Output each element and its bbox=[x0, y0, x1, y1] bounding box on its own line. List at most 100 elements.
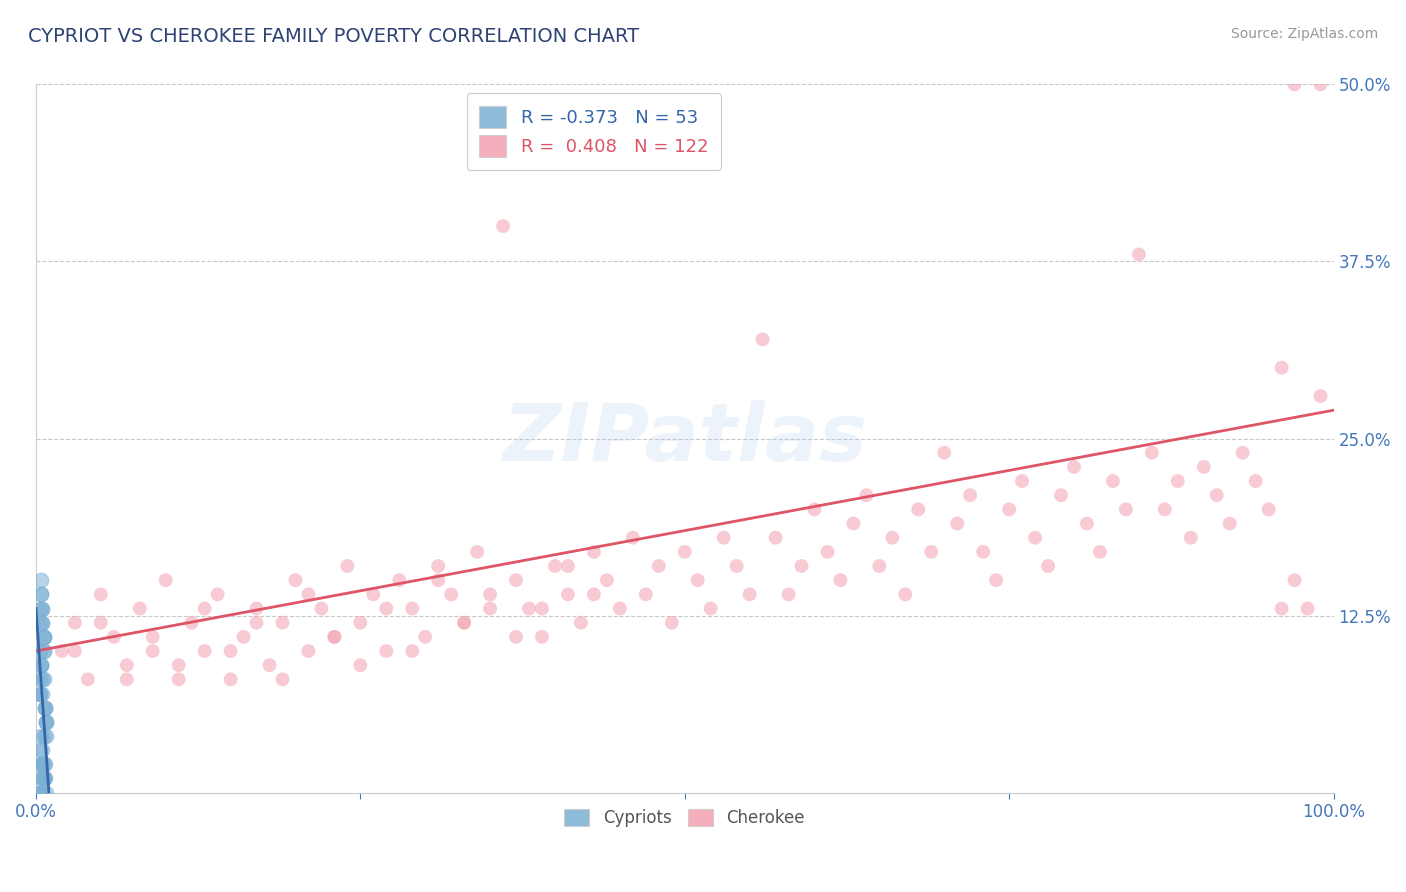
Point bbox=[1036, 559, 1059, 574]
Point bbox=[32, 644, 55, 658]
Point bbox=[713, 531, 735, 545]
Point bbox=[1244, 474, 1267, 488]
Point bbox=[32, 729, 55, 743]
Point bbox=[907, 502, 929, 516]
Point bbox=[30, 786, 52, 800]
Point bbox=[1076, 516, 1098, 531]
Point bbox=[30, 587, 52, 601]
Point bbox=[34, 700, 56, 714]
Point bbox=[569, 615, 592, 630]
Point bbox=[479, 601, 502, 615]
Point bbox=[375, 601, 398, 615]
Point bbox=[699, 601, 721, 615]
Point bbox=[142, 630, 165, 644]
Point bbox=[413, 630, 436, 644]
Point bbox=[194, 644, 217, 658]
Point bbox=[35, 714, 58, 729]
Point bbox=[842, 516, 865, 531]
Point bbox=[686, 573, 709, 587]
Point bbox=[1219, 516, 1241, 531]
Point bbox=[31, 615, 53, 630]
Point bbox=[972, 545, 994, 559]
Text: ZIPatlas: ZIPatlas bbox=[502, 400, 868, 477]
Point bbox=[946, 516, 969, 531]
Point bbox=[453, 615, 475, 630]
Point bbox=[517, 601, 540, 615]
Point bbox=[1180, 531, 1202, 545]
Point bbox=[284, 573, 307, 587]
Point bbox=[934, 446, 956, 460]
Point bbox=[557, 559, 579, 574]
Point bbox=[1309, 389, 1331, 403]
Point bbox=[115, 658, 138, 673]
Point bbox=[31, 757, 53, 772]
Point bbox=[271, 615, 294, 630]
Point bbox=[31, 757, 53, 772]
Point bbox=[32, 644, 55, 658]
Point bbox=[920, 545, 942, 559]
Point bbox=[63, 644, 86, 658]
Point bbox=[194, 601, 217, 615]
Point bbox=[115, 673, 138, 687]
Point bbox=[1102, 474, 1125, 488]
Point bbox=[765, 531, 787, 545]
Point bbox=[401, 644, 423, 658]
Point bbox=[167, 673, 190, 687]
Point bbox=[336, 559, 359, 574]
Point bbox=[530, 601, 553, 615]
Point bbox=[1115, 502, 1137, 516]
Point bbox=[31, 772, 53, 786]
Point bbox=[32, 630, 55, 644]
Point bbox=[582, 587, 605, 601]
Point bbox=[882, 531, 904, 545]
Point bbox=[427, 559, 450, 574]
Point bbox=[28, 601, 51, 615]
Point bbox=[1063, 459, 1085, 474]
Point bbox=[35, 714, 58, 729]
Point bbox=[30, 786, 52, 800]
Point bbox=[1024, 531, 1046, 545]
Point bbox=[998, 502, 1021, 516]
Point bbox=[28, 615, 51, 630]
Point bbox=[778, 587, 800, 601]
Point bbox=[505, 630, 527, 644]
Point bbox=[959, 488, 981, 502]
Point bbox=[1271, 360, 1294, 375]
Point bbox=[725, 559, 748, 574]
Point bbox=[32, 772, 55, 786]
Point bbox=[530, 630, 553, 644]
Point bbox=[323, 630, 346, 644]
Point bbox=[245, 615, 267, 630]
Point bbox=[440, 587, 463, 601]
Point bbox=[1284, 573, 1306, 587]
Point bbox=[1309, 78, 1331, 92]
Point bbox=[28, 786, 51, 800]
Point bbox=[32, 757, 55, 772]
Point bbox=[1205, 488, 1227, 502]
Point bbox=[31, 686, 53, 700]
Point bbox=[1257, 502, 1279, 516]
Point bbox=[803, 502, 825, 516]
Point bbox=[28, 786, 51, 800]
Point bbox=[34, 757, 56, 772]
Point bbox=[35, 714, 58, 729]
Legend: Cypriots, Cherokee: Cypriots, Cherokee bbox=[558, 803, 811, 834]
Point bbox=[894, 587, 917, 601]
Point bbox=[259, 658, 281, 673]
Point bbox=[30, 658, 52, 673]
Point bbox=[35, 786, 58, 800]
Point bbox=[673, 545, 696, 559]
Point bbox=[30, 658, 52, 673]
Point bbox=[30, 587, 52, 601]
Point bbox=[1088, 545, 1111, 559]
Point bbox=[28, 786, 51, 800]
Point bbox=[35, 729, 58, 743]
Point bbox=[31, 615, 53, 630]
Point bbox=[855, 488, 877, 502]
Point bbox=[155, 573, 177, 587]
Point bbox=[28, 644, 51, 658]
Point bbox=[28, 686, 51, 700]
Point bbox=[232, 630, 254, 644]
Point bbox=[648, 559, 671, 574]
Point bbox=[817, 545, 839, 559]
